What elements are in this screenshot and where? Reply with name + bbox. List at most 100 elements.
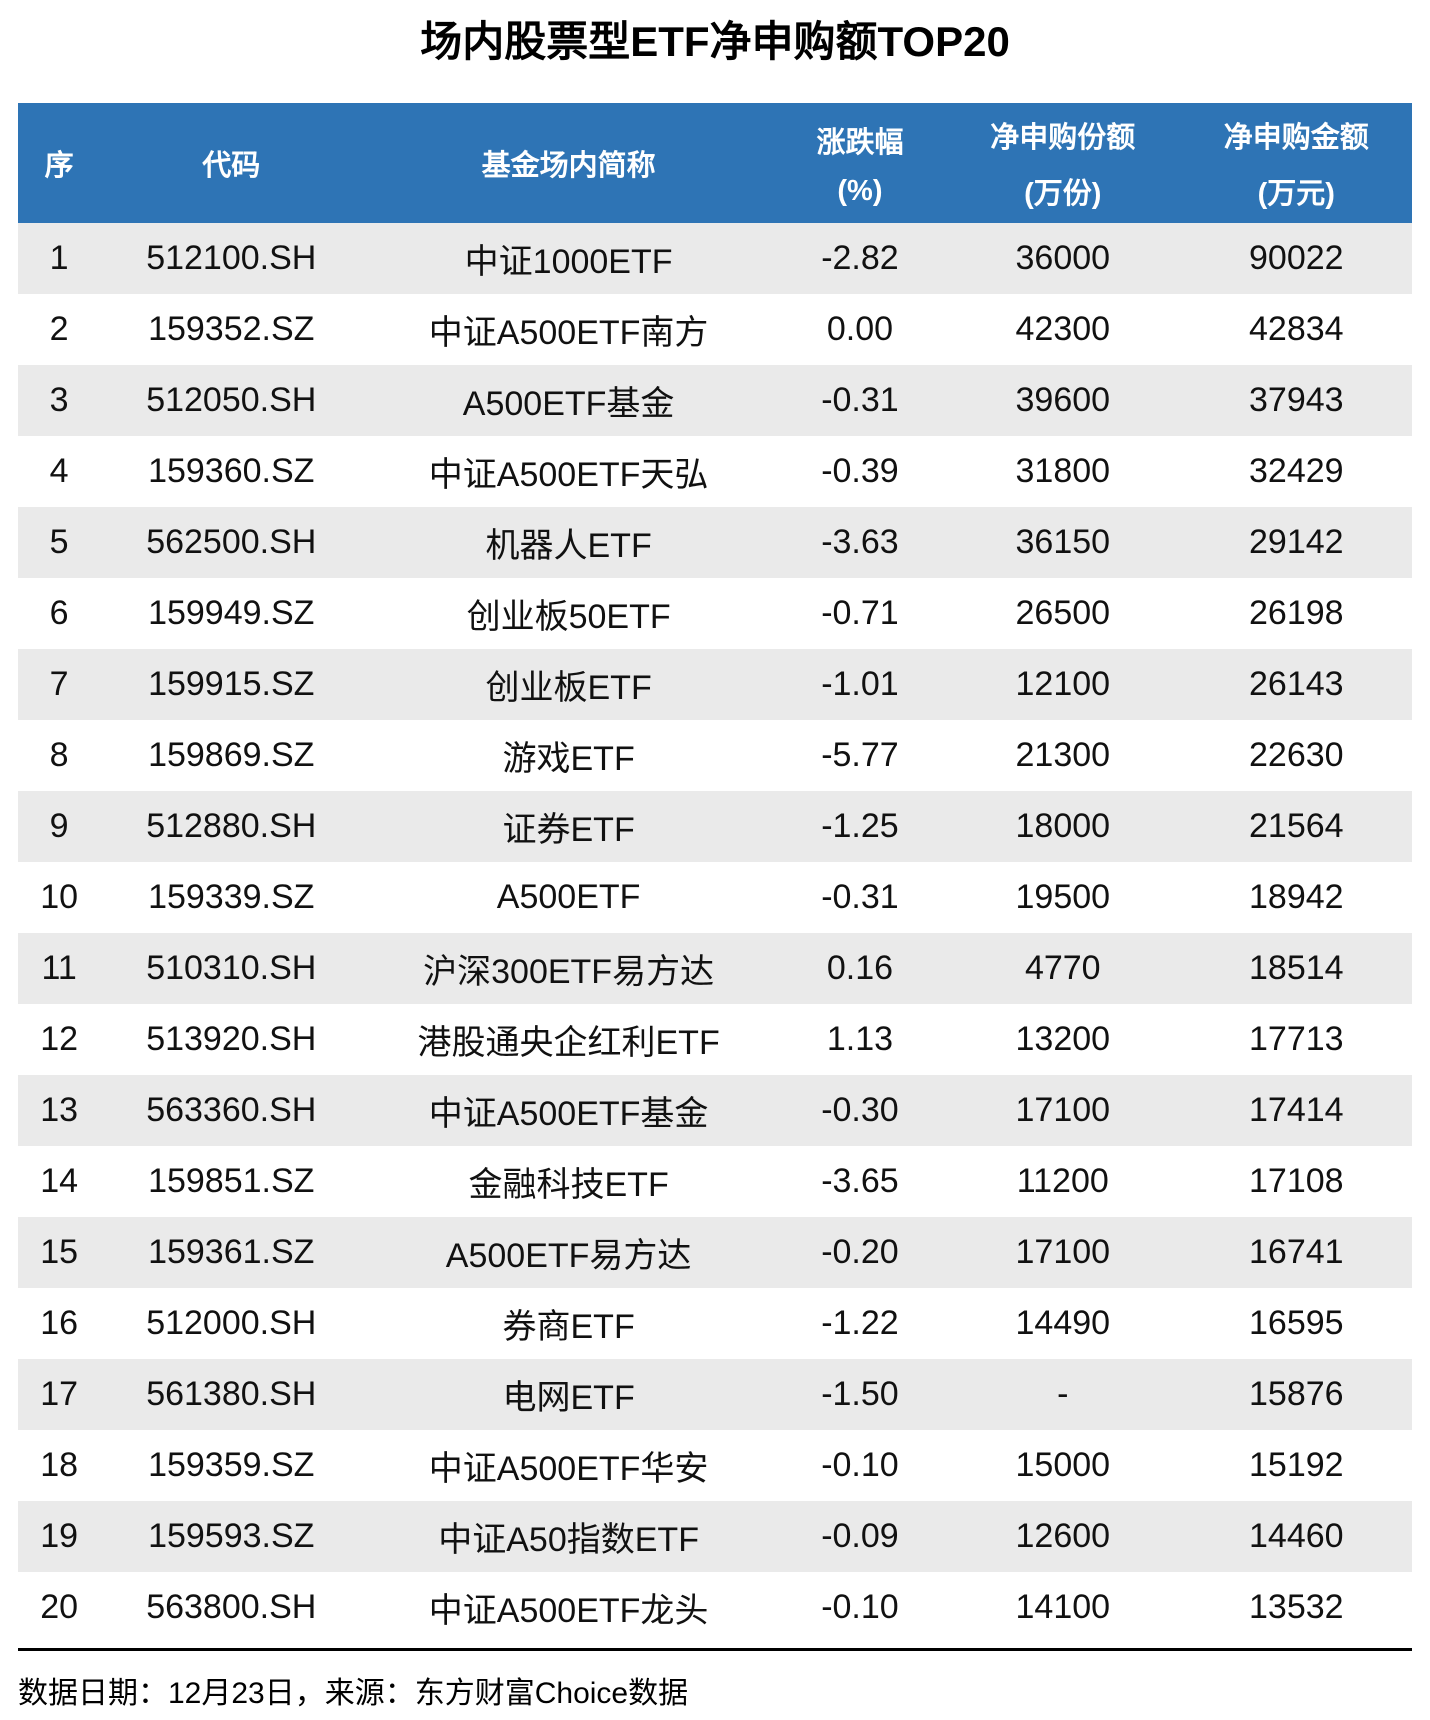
column-header-unit: (%) <box>837 174 883 207</box>
cell-fund-name: A500ETF <box>496 878 641 916</box>
cell-fund-name: A500ETF基金 <box>462 385 675 423</box>
cell-net-shares: 42300 <box>1015 310 1111 348</box>
cell-seq: 4 <box>49 452 69 490</box>
cell-seq: 16 <box>40 1304 79 1342</box>
cell-net-shares: 21300 <box>1015 736 1111 774</box>
cell-change-pct: 0.16 <box>826 949 894 987</box>
cell-change-pct: -0.39 <box>821 452 899 490</box>
cell-fund-name: 中证A500ETF南方 <box>428 314 709 352</box>
cell-seq: 3 <box>49 381 69 419</box>
cell-change-pct: -5.77 <box>821 736 899 774</box>
column-header-seq: 序 <box>18 103 101 223</box>
table-row: 1 512100.SH 中证1000ETF -2.82 36000 90022 <box>18 223 1412 294</box>
cell-net-shares: 17100 <box>1015 1233 1111 1271</box>
table-row: 9 512880.SH 证券ETF -1.25 18000 21564 <box>18 791 1412 862</box>
cell-change-pct: -1.01 <box>821 665 899 703</box>
cell-net-amount: 37943 <box>1249 381 1344 419</box>
column-header-fund-name: 基金场内简称 <box>362 103 775 223</box>
cell-fund-name: 电网ETF <box>502 1379 635 1417</box>
cell-net-amount: 29142 <box>1249 523 1344 561</box>
table-body: 1 512100.SH 中证1000ETF -2.82 36000 90022 … <box>18 223 1412 1643</box>
cell-code: 512000.SH <box>146 1304 317 1342</box>
cell-code: 159593.SZ <box>148 1517 315 1555</box>
cell-seq: 1 <box>49 239 69 277</box>
column-header-label: 净申购金额 <box>1223 122 1369 154</box>
cell-net-amount: 22630 <box>1249 736 1344 774</box>
cell-code: 159360.SZ <box>148 452 315 490</box>
cell-net-amount: 15192 <box>1249 1446 1344 1484</box>
column-header-label: 涨跌幅 <box>816 126 904 159</box>
cell-seq: 11 <box>41 949 77 987</box>
cell-fund-name: 中证A500ETF龙头 <box>428 1592 709 1630</box>
column-header-net-shares: 净申购份额 (万份) <box>944 103 1181 223</box>
cell-net-shares: 26500 <box>1015 594 1111 632</box>
cell-net-amount: 17414 <box>1249 1091 1344 1129</box>
cell-seq: 10 <box>40 878 79 916</box>
cell-fund-name: 中证A500ETF华安 <box>428 1450 709 1488</box>
cell-fund-name: 中证A500ETF基金 <box>428 1095 709 1133</box>
data-source-footer: 数据日期：12月23日，来源：东方财富Choice数据 <box>18 1677 689 1710</box>
table-row: 11 510310.SH 沪深300ETF易方达 0.16 4770 18514 <box>18 933 1412 1004</box>
cell-net-shares: 13200 <box>1015 1020 1111 1058</box>
cell-change-pct: -2.82 <box>821 239 899 277</box>
cell-net-amount: 26143 <box>1249 665 1344 703</box>
column-header-code: 代码 <box>100 103 363 223</box>
cell-seq: 19 <box>40 1517 79 1555</box>
cell-seq: 2 <box>49 310 69 348</box>
cell-code: 159851.SZ <box>148 1162 315 1200</box>
cell-net-shares: 14490 <box>1015 1304 1111 1342</box>
cell-change-pct: 0.00 <box>826 310 894 348</box>
cell-code: 510310.SH <box>146 949 317 987</box>
cell-change-pct: -3.65 <box>821 1162 899 1200</box>
table-header: 序 代码 基金场内简称 <box>18 103 1412 223</box>
column-header-label: 代码 <box>202 150 261 182</box>
cell-seq: 13 <box>40 1091 79 1129</box>
column-header-label: 序 <box>44 150 74 182</box>
cell-change-pct: -1.22 <box>821 1304 899 1342</box>
cell-net-shares: 36000 <box>1015 239 1111 277</box>
cell-seq: 14 <box>40 1162 79 1200</box>
cell-net-shares: 39600 <box>1015 381 1111 419</box>
cell-seq: 8 <box>49 736 69 774</box>
cell-fund-name: 券商ETF <box>502 1308 635 1346</box>
cell-change-pct: -1.50 <box>821 1375 899 1413</box>
cell-code: 513920.SH <box>146 1020 317 1058</box>
cell-change-pct: -0.31 <box>821 381 899 419</box>
cell-code: 159361.SZ <box>148 1233 315 1271</box>
cell-change-pct: -1.25 <box>821 807 899 845</box>
cell-code: 562500.SH <box>146 523 317 561</box>
cell-seq: 18 <box>40 1446 79 1484</box>
cell-fund-name: 游戏ETF <box>502 740 635 778</box>
cell-net-shares: 36150 <box>1015 523 1111 561</box>
cell-change-pct: -3.63 <box>821 523 899 561</box>
cell-fund-name: 金融科技ETF <box>468 1166 669 1204</box>
cell-net-shares: 19500 <box>1015 878 1111 916</box>
cell-change-pct: -0.71 <box>821 594 899 632</box>
table-row: 16 512000.SH 券商ETF -1.22 14490 16595 <box>18 1288 1412 1359</box>
table-row: 6 159949.SZ 创业板50ETF -0.71 26500 26198 <box>18 578 1412 649</box>
table-row: 20 563800.SH 中证A500ETF龙头 -0.10 14100 135… <box>18 1572 1412 1643</box>
table-row: 18 159359.SZ 中证A500ETF华安 -0.10 15000 151… <box>18 1430 1412 1501</box>
cell-seq: 6 <box>49 594 69 632</box>
cell-change-pct: -0.09 <box>821 1517 899 1555</box>
cell-fund-name: A500ETF易方达 <box>445 1237 692 1275</box>
cell-change-pct: -0.20 <box>821 1233 899 1271</box>
cell-code: 561380.SH <box>146 1375 317 1413</box>
cell-net-shares: 31800 <box>1015 452 1111 490</box>
table-row: 4 159360.SZ 中证A500ETF天弘 -0.39 31800 3242… <box>18 436 1412 507</box>
cell-net-amount: 18942 <box>1249 878 1344 916</box>
cell-net-amount: 13532 <box>1249 1588 1344 1626</box>
cell-fund-name: 证券ETF <box>502 811 635 849</box>
cell-seq: 9 <box>49 807 69 845</box>
cell-code: 159339.SZ <box>148 878 315 916</box>
cell-seq: 5 <box>49 523 69 561</box>
cell-code: 159949.SZ <box>148 594 315 632</box>
table-header-row: 序 代码 基金场内简称 <box>18 103 1412 223</box>
table-row: 10 159339.SZ A500ETF -0.31 19500 18942 <box>18 862 1412 933</box>
cell-net-shares: 12100 <box>1015 665 1111 703</box>
footer-divider <box>18 1648 1412 1651</box>
cell-fund-name: 中证1000ETF <box>464 243 673 281</box>
table-row: 15 159361.SZ A500ETF易方达 -0.20 17100 1674… <box>18 1217 1412 1288</box>
cell-net-amount: 26198 <box>1249 594 1344 632</box>
